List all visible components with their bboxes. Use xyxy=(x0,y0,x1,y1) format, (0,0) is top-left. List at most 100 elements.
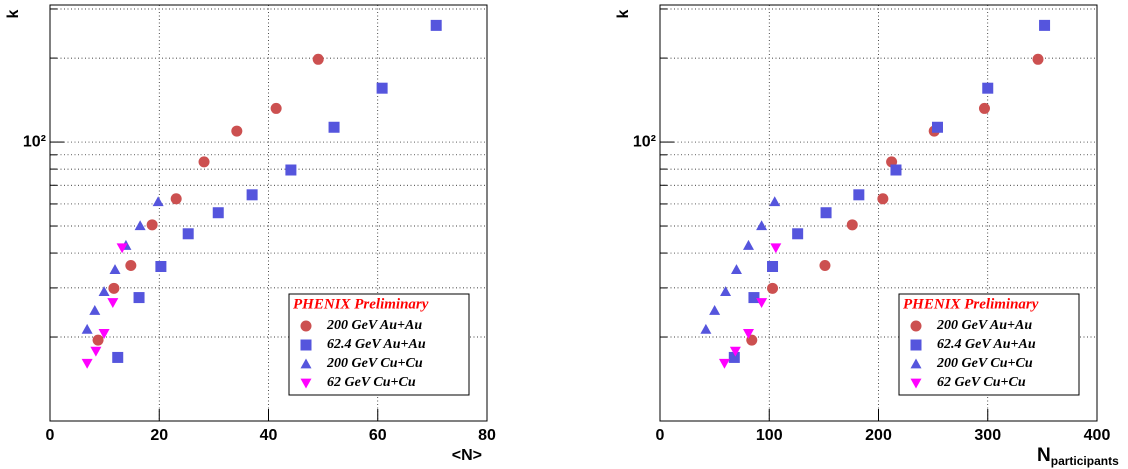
x-axis-label: <N> xyxy=(452,447,482,464)
marker xyxy=(1032,53,1044,65)
y-tick-label: 10² xyxy=(23,133,46,150)
marker xyxy=(108,282,120,294)
marker xyxy=(792,228,804,240)
x-tick-label: 200 xyxy=(865,427,892,444)
marker xyxy=(770,243,782,254)
marker xyxy=(182,228,194,240)
y-axis-label: k xyxy=(615,9,632,18)
marker xyxy=(312,53,324,65)
marker xyxy=(728,351,740,363)
x-tick-label: 100 xyxy=(756,427,783,444)
marker xyxy=(769,196,781,207)
x-tick-label: 0 xyxy=(656,427,665,444)
marker xyxy=(300,378,312,389)
marker xyxy=(910,358,922,369)
marker xyxy=(89,304,101,315)
marker xyxy=(270,102,282,114)
legend-label: 62.4 GeV Au+Au xyxy=(937,337,1036,352)
marker xyxy=(300,339,312,351)
marker xyxy=(152,196,164,207)
marker xyxy=(212,207,224,219)
x-axis-label-sub: participants xyxy=(1051,454,1119,468)
marker xyxy=(231,125,243,137)
marker xyxy=(1039,19,1051,31)
marker xyxy=(170,193,182,205)
marker xyxy=(819,259,831,271)
legend-label: 200 GeV Cu+Cu xyxy=(936,356,1033,371)
marker xyxy=(109,264,121,274)
marker xyxy=(92,334,104,346)
marker xyxy=(430,19,442,31)
marker xyxy=(978,102,990,114)
marker xyxy=(853,189,865,201)
marker xyxy=(931,121,943,133)
marker xyxy=(709,304,721,315)
marker xyxy=(890,164,902,176)
legend-label: 200 GeV Au+Au xyxy=(936,318,1032,333)
marker xyxy=(767,282,779,294)
marker xyxy=(81,323,93,334)
marker xyxy=(910,378,922,389)
legend-label: 62 GeV Cu+Cu xyxy=(937,375,1026,390)
marker xyxy=(748,292,760,304)
marker xyxy=(81,358,93,369)
marker xyxy=(134,220,146,231)
legend-title: PHENIX Preliminary xyxy=(293,296,429,312)
marker xyxy=(376,82,388,94)
marker xyxy=(300,358,312,369)
marker xyxy=(767,261,779,273)
legend-label: 62 GeV Cu+Cu xyxy=(327,375,416,390)
marker xyxy=(756,220,768,231)
marker xyxy=(700,323,712,334)
legend-label: 62.4 GeV Au+Au xyxy=(327,337,426,352)
legend-title: PHENIX Preliminary xyxy=(903,296,1039,312)
marker xyxy=(133,292,145,304)
marker xyxy=(125,259,137,271)
x-tick-label: 0 xyxy=(46,427,55,444)
marker xyxy=(756,298,768,308)
marker xyxy=(742,329,754,339)
x-tick-label: 300 xyxy=(974,427,1001,444)
x-tick-label: 60 xyxy=(369,427,387,444)
marker xyxy=(742,239,754,250)
marker xyxy=(146,219,158,231)
legend-box xyxy=(898,293,1080,396)
marker xyxy=(155,261,167,273)
legend-label: 200 GeV Cu+Cu xyxy=(326,356,423,371)
legend-label: 200 GeV Au+Au xyxy=(326,318,422,333)
y-axis-label: k xyxy=(5,9,22,18)
plot-frame xyxy=(49,4,488,422)
marker xyxy=(90,346,102,357)
marker xyxy=(982,82,994,94)
marker xyxy=(718,358,730,369)
marker xyxy=(328,121,340,133)
x-axis-label: Nparticipants xyxy=(1037,445,1119,468)
marker xyxy=(116,243,128,254)
marker xyxy=(300,320,312,332)
marker xyxy=(246,189,258,201)
marker xyxy=(730,264,742,274)
marker xyxy=(846,219,858,231)
plot-frame xyxy=(659,4,1098,422)
x-tick-label: 400 xyxy=(1084,427,1111,444)
marker xyxy=(285,164,297,176)
x-axis-label-main: N xyxy=(1037,445,1051,466)
marker xyxy=(877,193,889,205)
x-tick-label: 40 xyxy=(260,427,278,444)
x-tick-label: 20 xyxy=(150,427,168,444)
marker xyxy=(198,156,210,168)
marker xyxy=(820,207,832,219)
marker xyxy=(107,298,119,308)
marker xyxy=(910,320,922,332)
marker xyxy=(98,329,110,339)
legend-box xyxy=(288,293,470,396)
marker xyxy=(112,351,124,363)
y-tick-label: 10² xyxy=(633,133,656,150)
marker xyxy=(98,286,110,297)
x-tick-label: 80 xyxy=(478,427,496,444)
marker xyxy=(720,286,732,297)
marker xyxy=(729,346,741,357)
marker xyxy=(910,339,922,351)
